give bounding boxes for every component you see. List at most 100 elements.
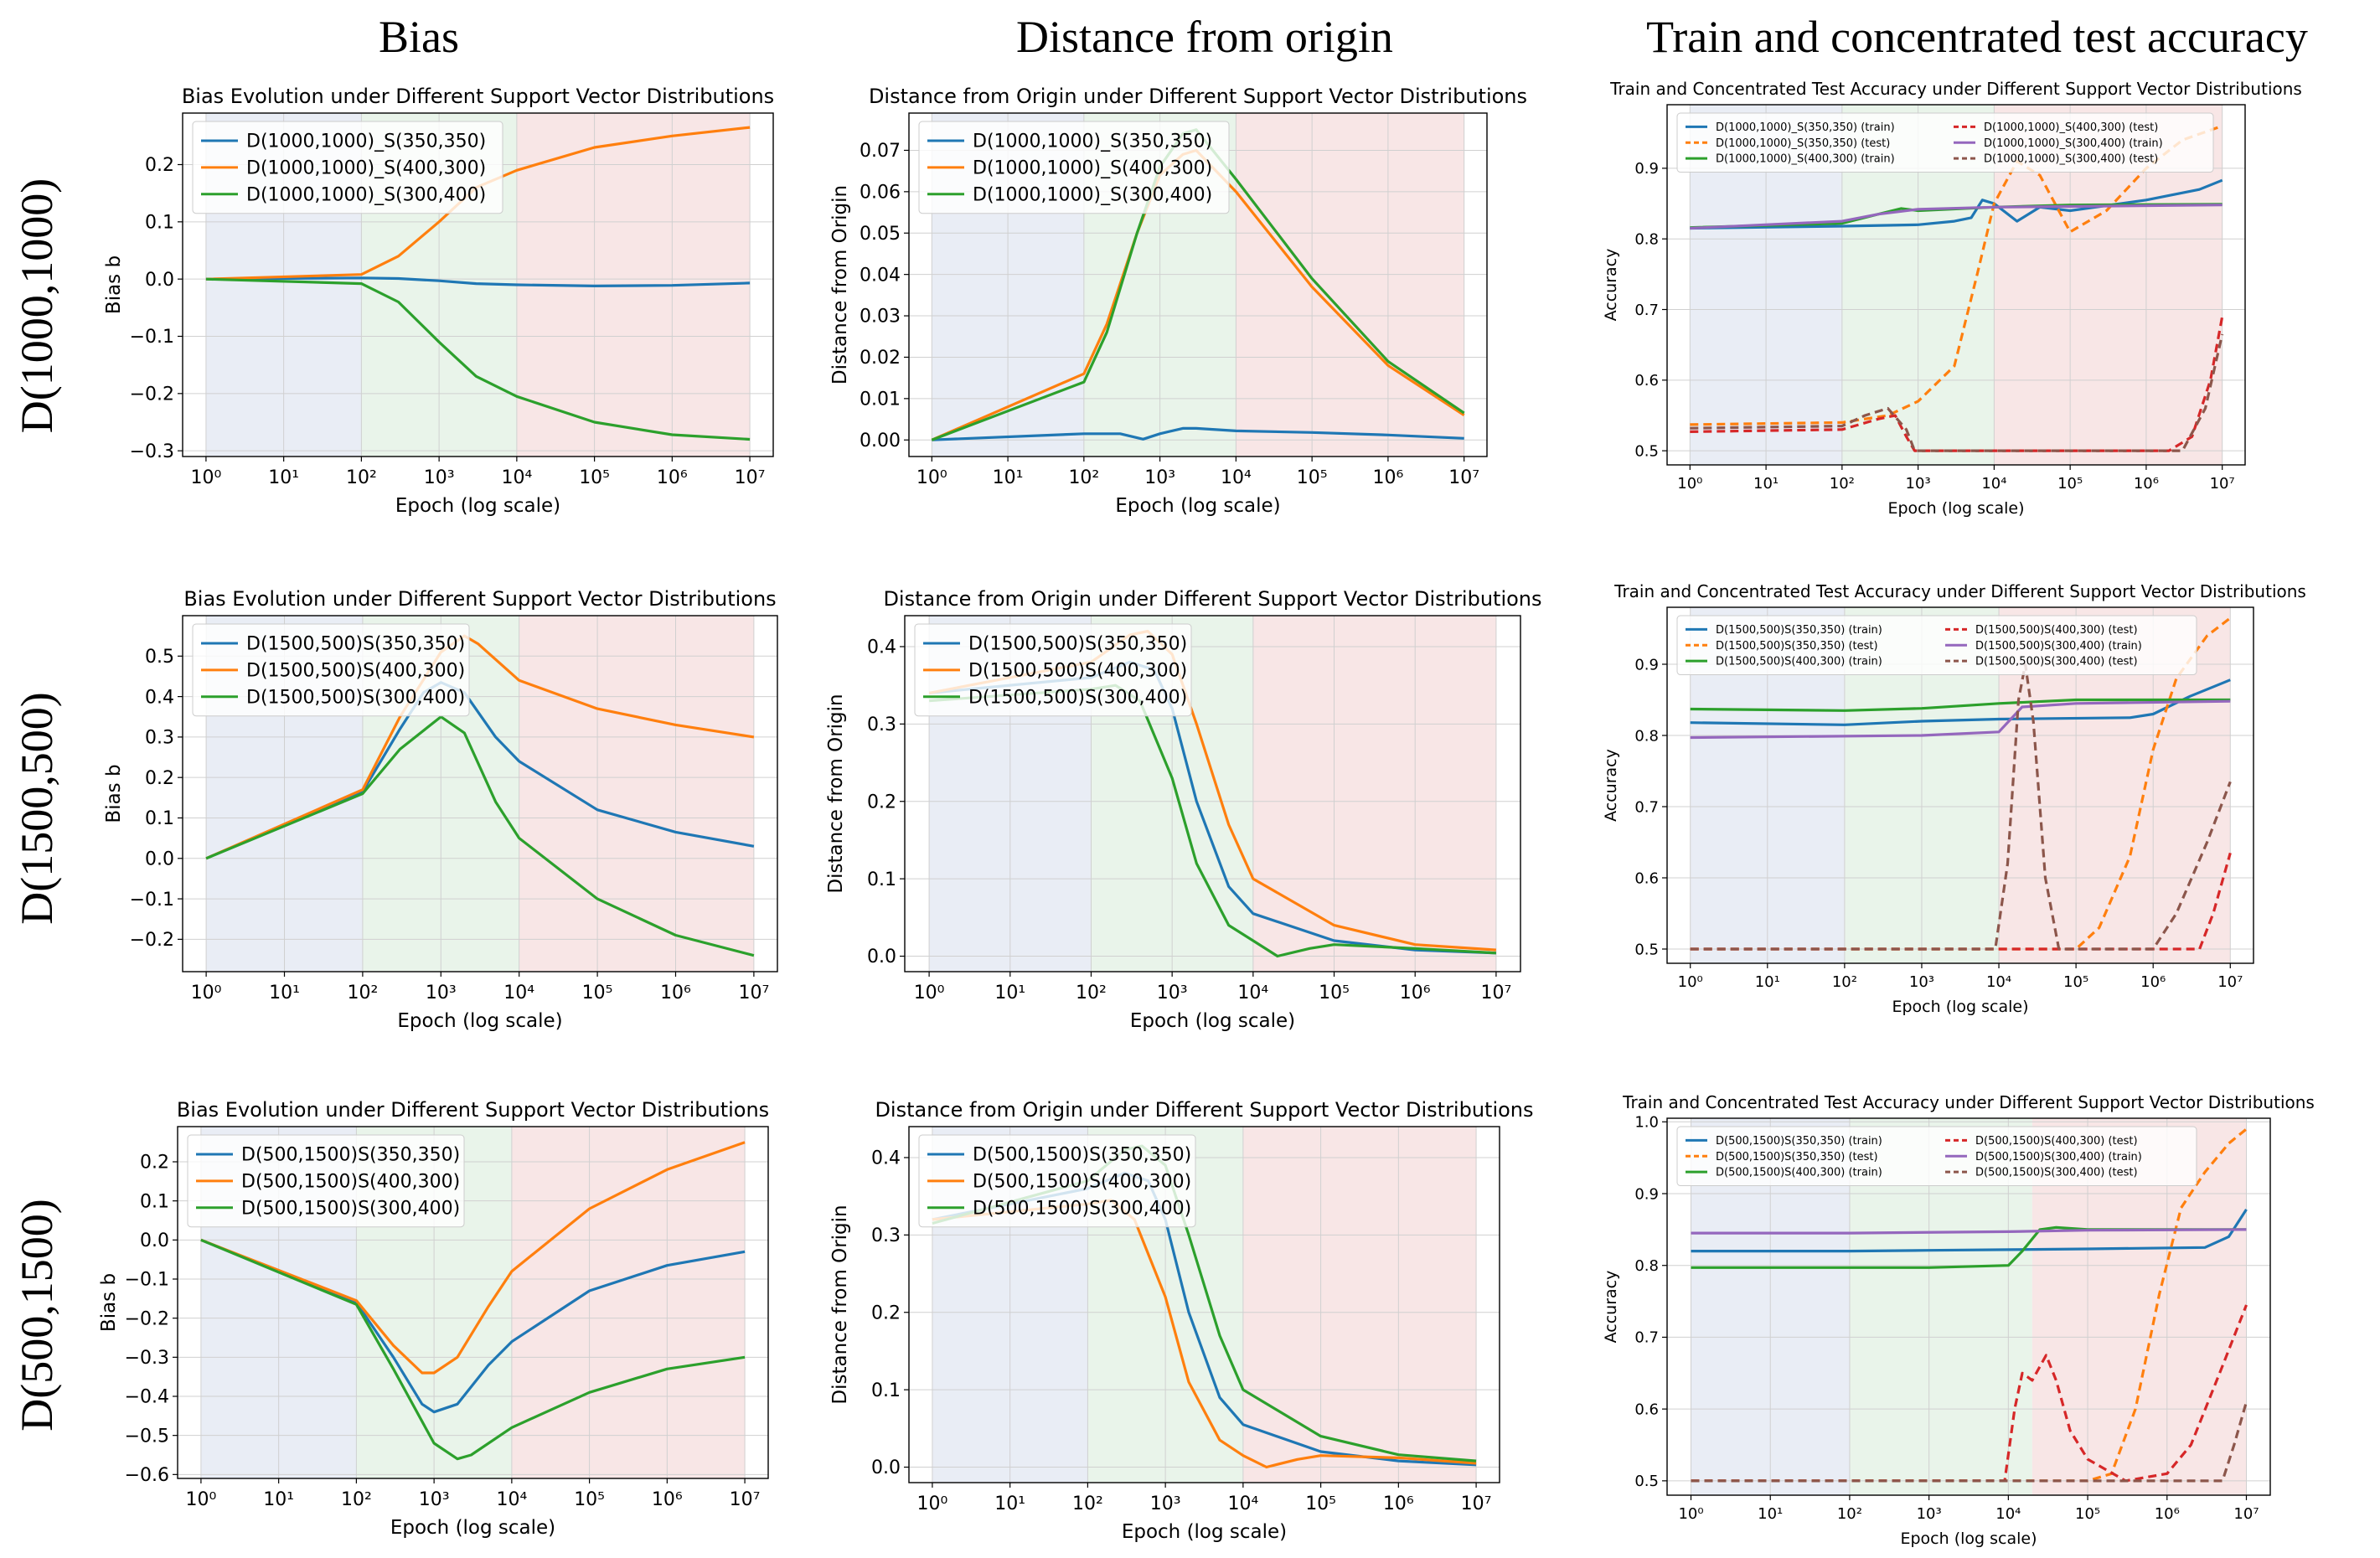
y-tick-label: −0.2 xyxy=(130,384,174,405)
series-line-2 xyxy=(200,1141,746,1375)
legend-label: D(500,1500)S(350,350) (train) xyxy=(1716,1135,1882,1148)
x-tick-label: 10³ xyxy=(1906,475,1931,493)
y-tick-label: 0.2 xyxy=(145,768,174,789)
x-tick-label: 10⁶ xyxy=(2134,475,2159,493)
legend-box xyxy=(187,1134,465,1228)
series-line-2 xyxy=(1691,1127,2248,1483)
y-tick-label: −0.1 xyxy=(130,890,174,911)
legend-label: D(1500,500)S(350,350) xyxy=(968,634,1187,655)
x-tick-label: 10⁰ xyxy=(916,467,947,488)
y-tick-label: 0.8 xyxy=(1634,1257,1659,1275)
axes-frame xyxy=(1666,606,2254,964)
x-tick-label: 10⁶ xyxy=(652,1489,683,1510)
legend-label: D(1000,1000)_S(400,300) xyxy=(246,158,486,179)
x-tick-label: 10⁰ xyxy=(914,983,945,1003)
legend-label: D(1000,1000)_S(350,350) (train) xyxy=(1716,121,1895,134)
panel-title: Train and Concentrated Test Accuracy und… xyxy=(1613,581,2306,601)
x-tick-label: 10⁷ xyxy=(738,983,769,1003)
x-tick-label: 10⁴ xyxy=(1227,1494,1258,1514)
axes-frame xyxy=(908,112,1488,457)
y-axis-label: Distance from Origin xyxy=(829,185,851,384)
x-tick-label: 10³ xyxy=(419,1489,450,1510)
x-tick-label: 10² xyxy=(1076,983,1107,1003)
axes-frame xyxy=(904,615,1521,972)
x-tick-label: 10⁰ xyxy=(1678,973,1703,991)
legend-label: D(500,1500)S(350,350) xyxy=(241,1145,460,1166)
x-tick-label: 10⁴ xyxy=(501,467,532,488)
y-tick-label: 0.7 xyxy=(1634,798,1659,816)
axes-frame xyxy=(1666,1117,2271,1496)
legend-label: D(1500,500)S(400,300) (train) xyxy=(1716,656,1882,668)
series-line-5 xyxy=(1690,699,2231,740)
y-tick-label: 0.2 xyxy=(871,1303,901,1323)
x-axis-label: Epoch (log scale) xyxy=(1130,1010,1295,1032)
x-tick-label: 10⁵ xyxy=(1305,1494,1336,1514)
x-tick-label: 10⁶ xyxy=(1383,1494,1414,1514)
x-tick-label: 10⁵ xyxy=(579,467,610,488)
y-tick-label: −0.2 xyxy=(125,1308,169,1329)
legend-label: D(500,1500)S(400,300) xyxy=(973,1172,1191,1193)
panel-title: Train and Concentrated Test Accuracy und… xyxy=(1622,1092,2315,1112)
x-tick-label: 10¹ xyxy=(993,467,1024,488)
x-tick-label: 10⁰ xyxy=(917,1494,948,1514)
y-axis-label: Bias b xyxy=(103,255,125,314)
y-tick-label: 0.07 xyxy=(860,141,901,162)
phase-band-3 xyxy=(1252,616,1496,972)
x-tick-label: 10⁷ xyxy=(2233,1505,2259,1523)
legend-label: D(500,1500)S(300,400) (train) xyxy=(1975,1151,2142,1163)
row-title-3: D(500,1500) xyxy=(12,1199,62,1431)
panel-8: 10⁰ 10¹ 10² 10³ 10⁴ 10⁵ 10⁶ 10⁷ 0.0 0.1 0.2 0.3 0.4 D… xyxy=(829,1098,1533,1543)
legend-label: D(1000,1000)_S(300,400) (test) xyxy=(1984,153,2158,166)
x-tick-label: 10⁰ xyxy=(1677,475,1702,493)
x-axis-label: Epoch (log scale) xyxy=(1887,499,2024,518)
column-title-bias: Bias xyxy=(379,12,459,62)
y-tick-label: 0.6 xyxy=(1634,869,1659,887)
x-tick-label: 10³ xyxy=(426,983,457,1003)
legend-label: D(500,1500)S(400,300) (train) xyxy=(1716,1167,1882,1179)
y-tick-label: 0.8 xyxy=(1634,727,1659,745)
x-tick-label: 10² xyxy=(1068,467,1099,488)
y-tick-label: 0.3 xyxy=(867,715,896,735)
x-tick-label: 10⁷ xyxy=(1448,467,1479,488)
legend-label: D(1500,500)S(300,400) (test) xyxy=(1975,656,2138,668)
x-tick-label: 10⁶ xyxy=(657,467,688,488)
x-tick-label: 10¹ xyxy=(1753,475,1779,493)
series-line-5 xyxy=(1691,1228,2247,1235)
chart-panels: 10⁰ 10¹ 10² 10³ 10⁴ 10⁵ 10⁶ 10⁷−0.3−0.2−0.10.00… xyxy=(98,79,2315,1548)
y-tick-label: 0.4 xyxy=(145,687,174,708)
y-tick-label: 0.2 xyxy=(867,792,896,813)
y-tick-label: 0.4 xyxy=(871,1148,901,1169)
y-axis-label: Distance from Origin xyxy=(829,1205,851,1404)
y-tick-label: 0.1 xyxy=(145,808,174,829)
panel-4: 10⁰ 10¹ 10² 10³ 10⁴ 10⁵ 10⁶ 10⁷ −0.2 −0.1 0.0 0.1 0.… xyxy=(103,587,778,1032)
series-line-1 xyxy=(1691,1209,2248,1253)
x-tick-label: 10³ xyxy=(1150,1494,1181,1514)
y-axis-label: Distance from Origin xyxy=(825,694,847,893)
y-tick-label: 0.05 xyxy=(860,224,901,245)
legend-label: D(1500,500)S(400,300) xyxy=(968,661,1187,682)
x-axis-label: Epoch (log scale) xyxy=(1122,1521,1287,1543)
x-tick-label: 10⁷ xyxy=(2217,973,2243,991)
x-tick-label: 10¹ xyxy=(268,467,299,488)
series-line-3 xyxy=(1690,698,2231,712)
x-tick-label: 10⁶ xyxy=(1400,983,1431,1003)
legend-box xyxy=(192,623,470,717)
x-tick-label: 10² xyxy=(1837,1505,1862,1523)
series-line-4 xyxy=(1690,852,2232,951)
series-line-3 xyxy=(205,715,755,957)
x-tick-label: 10⁷ xyxy=(1461,1494,1492,1514)
x-tick-label: 10⁷ xyxy=(1480,983,1511,1003)
axes-frame xyxy=(177,1126,769,1479)
y-axis-label: Bias b xyxy=(98,1273,120,1332)
panel-title: Bias Evolution under Different Support V… xyxy=(183,587,776,611)
y-tick-label: 1.0 xyxy=(1634,1114,1659,1132)
y-tick-label: 0.02 xyxy=(860,348,901,369)
x-tick-label: 10⁶ xyxy=(2155,1505,2180,1523)
x-axis-label: Epoch (log scale) xyxy=(1115,495,1280,517)
y-tick-label: 0.0 xyxy=(145,270,174,291)
axes-frame xyxy=(908,1126,1500,1483)
series-line-1 xyxy=(932,426,1464,441)
y-tick-label: −0.2 xyxy=(130,930,174,951)
y-tick-label: 0.8 xyxy=(1634,230,1659,248)
legend-box xyxy=(1676,1126,2197,1187)
